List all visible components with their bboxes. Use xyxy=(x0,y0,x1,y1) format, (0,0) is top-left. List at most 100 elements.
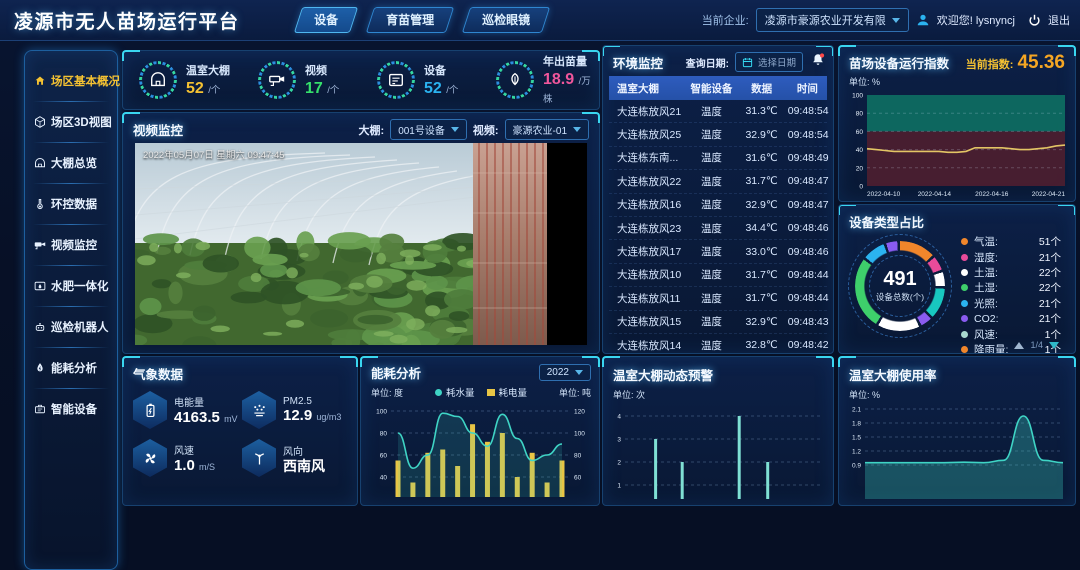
nav-inspection-glasses-button[interactable]: 巡检眼镜 xyxy=(461,7,550,33)
video-select[interactable]: 豪源农业-01 xyxy=(504,119,589,140)
legend-item: 风速: 1个 xyxy=(961,326,1069,341)
device-legend: 气温: 51个 湿度: 21个 土温: 22个 xyxy=(961,234,1069,353)
kpi-devices: 设备 52 /个 xyxy=(361,61,480,99)
env-table-row[interactable]: 大连栋放风25 温度 32.9℃ 09:48:54 xyxy=(609,123,829,147)
sidebar-item-area-overview[interactable]: 场区基本概况 xyxy=(25,63,120,99)
chevron-down-icon xyxy=(573,127,581,132)
svg-text:1.8: 1.8 xyxy=(852,421,861,428)
chevron-down-icon xyxy=(891,17,900,23)
device-total: 491 xyxy=(883,268,917,290)
legend-item: 土湿: 22个 xyxy=(961,280,1069,295)
sidebar-item-3d-view[interactable]: 场区3D视图 xyxy=(25,104,117,140)
greenhouse-warning-panel: 温室大棚动态预警 单位: 次 4 3 2 1 xyxy=(602,356,834,506)
page-down-icon[interactable] xyxy=(1049,341,1059,349)
year-select[interactable]: 2022 xyxy=(538,364,591,381)
kpi-value: 17 xyxy=(305,80,323,97)
greenhouse-select[interactable]: 001号设备 xyxy=(390,119,467,140)
video-frame[interactable]: 2022年05月07日 星期六 09:47:45 xyxy=(135,143,587,345)
water-legend-dot xyxy=(434,388,442,396)
svg-text:80: 80 xyxy=(574,453,582,460)
env-table-row[interactable]: 大连栋放风21 温度 31.3℃ 09:48:54 xyxy=(609,100,829,124)
run-index-panel: 苗场设备运行指数 当前指数: 45.36 单位: % 0 20 40 60 80 100 2… xyxy=(838,45,1076,202)
kpi-strip: 温室大棚 52 /个 视频 17 /个 设备 52 /个 年出苗量 18.9 / xyxy=(122,50,600,110)
dashed-ring xyxy=(377,61,415,99)
divider xyxy=(33,347,109,348)
env-table-row[interactable]: 大连栋放风11 温度 31.7℃ 09:48:44 xyxy=(609,287,829,311)
wind-direction-icon xyxy=(254,452,264,464)
env-table: 大连栋放风21 温度 31.3℃ 09:48:54 大连栋放风25 温度 32.… xyxy=(603,100,833,353)
company-select[interactable]: 凌源市豪源农业开发有限 xyxy=(755,8,909,32)
greenhouse-icon xyxy=(151,72,165,87)
current-index-label: 当前指数: xyxy=(965,59,1014,71)
page-up-icon[interactable] xyxy=(1014,341,1025,349)
company-label: 当前企业: xyxy=(701,15,749,27)
chevron-down-icon xyxy=(450,127,459,132)
device-total-label: 设备总数(个) xyxy=(875,292,925,302)
kpi-value: 52 xyxy=(186,80,204,97)
weather-item-wind-speed: 风速 1.0 m/S xyxy=(133,439,242,477)
kpi-annual-seedlings: 年出苗量 18.9 /万株 xyxy=(480,53,599,107)
sidebar-item-label: 视频监控 xyxy=(51,240,97,252)
run-index-chart: 0 20 40 60 80 100 2022-04-10 2022-04-14 2022-04-… xyxy=(852,93,1066,199)
sidebar-item-label: 环控数据 xyxy=(51,199,97,211)
seedling-icon xyxy=(511,72,519,86)
weather-panel: 气象数据 电能量 4163.5 mV PM2.5 12.9 ug/m3 风速 1… xyxy=(122,356,358,506)
date-picker[interactable]: 选择日期 xyxy=(734,52,803,72)
legend-dot xyxy=(961,238,968,246)
energy-legend: 耗水量 耗电量 xyxy=(434,385,527,399)
env-table-row[interactable]: 大连栋放风15 温度 32.9℃ 09:48:43 xyxy=(609,311,829,334)
device-list-icon xyxy=(389,73,403,87)
panel-title: 能耗分析 xyxy=(371,367,422,381)
sidebar-item-label: 大棚总览 xyxy=(51,158,97,170)
divider xyxy=(33,306,109,307)
panel-title: 苗场设备运行指数 xyxy=(849,57,950,71)
axis-unit-label: 单位: % xyxy=(849,77,881,87)
svg-text:100: 100 xyxy=(852,93,863,100)
svg-text:40: 40 xyxy=(380,475,388,482)
svg-text:1.5: 1.5 xyxy=(852,435,861,442)
legend-dot xyxy=(961,315,968,323)
climate-icon xyxy=(37,199,43,210)
divider xyxy=(33,101,109,102)
sidebar-item-greenhouse-overview[interactable]: 大棚总览 xyxy=(25,145,117,181)
svg-text:2022-04-21: 2022-04-21 xyxy=(1032,191,1066,198)
sidebar-item-climate-data[interactable]: 环控数据 xyxy=(25,186,117,222)
sidebar-item-label: 能耗分析 xyxy=(51,363,97,375)
alert-bell-icon[interactable] xyxy=(811,52,825,72)
env-table-row[interactable]: 大连栋东南... 温度 31.6℃ 09:48:49 xyxy=(609,147,829,171)
header-bar: 凌源市无人苗场运行平台 设备 育苗管理 巡检眼镜 当前企业: 凌源市豪源农业开发… xyxy=(0,0,1080,41)
svg-text:60: 60 xyxy=(380,453,388,460)
env-table-row[interactable]: 大连栋放风17 温度 33.0℃ 09:48:46 xyxy=(609,240,829,264)
user-icon xyxy=(917,14,928,26)
legend-item: CO2: 21个 xyxy=(961,311,1069,326)
sidebar-item-energy-analysis[interactable]: 能耗分析 xyxy=(25,350,117,386)
video-select-label: 视频: xyxy=(472,124,499,137)
env-table-row[interactable]: 大连栋放风16 温度 32.9℃ 09:48:47 xyxy=(609,194,829,217)
sidebar-item-smart-devices[interactable]: 智能设备 xyxy=(25,391,117,427)
nav-seedling-management-button[interactable]: 育苗管理 xyxy=(365,7,454,33)
logout-button[interactable]: 退出 xyxy=(1048,15,1070,27)
panel-title: 温室大棚动态预警 xyxy=(613,369,714,383)
svg-text:100: 100 xyxy=(376,409,387,416)
divider xyxy=(33,388,109,389)
weather-item-pm25: PM2.5 12.9 ug/m3 xyxy=(242,391,351,429)
weather-value: 1.0 m/S xyxy=(174,457,216,475)
divider xyxy=(33,142,109,143)
panel-title: 气象数据 xyxy=(133,368,184,382)
legend-dot xyxy=(961,268,968,276)
nav-devices-button[interactable]: 设备 xyxy=(293,7,358,33)
sidebar-item-inspection-robot[interactable]: 巡检机器人 xyxy=(25,309,117,345)
env-table-row[interactable]: 大连栋放风22 温度 31.7℃ 09:48:47 xyxy=(609,170,829,194)
divider xyxy=(33,183,109,184)
env-table-row[interactable]: 大连栋放风10 温度 31.7℃ 09:48:44 xyxy=(609,264,829,288)
droplet-icon xyxy=(37,363,43,372)
sidebar-item-fertigation[interactable]: 水肥一体化 xyxy=(25,268,117,304)
legend-dot xyxy=(961,299,968,307)
dashed-ring xyxy=(258,61,296,99)
page-title: 凌源市无人苗场运行平台 xyxy=(14,11,240,33)
sidebar-item-video-monitor[interactable]: 视频监控 xyxy=(25,227,117,263)
legend-pager: 1/4 xyxy=(1014,340,1059,350)
env-table-row[interactable]: 大连栋放风23 温度 34.4℃ 09:48:46 xyxy=(609,217,829,241)
env-table-row[interactable]: 大连栋放风14 温度 32.8℃ 09:48:42 xyxy=(609,334,829,353)
dashed-ring xyxy=(139,61,177,99)
